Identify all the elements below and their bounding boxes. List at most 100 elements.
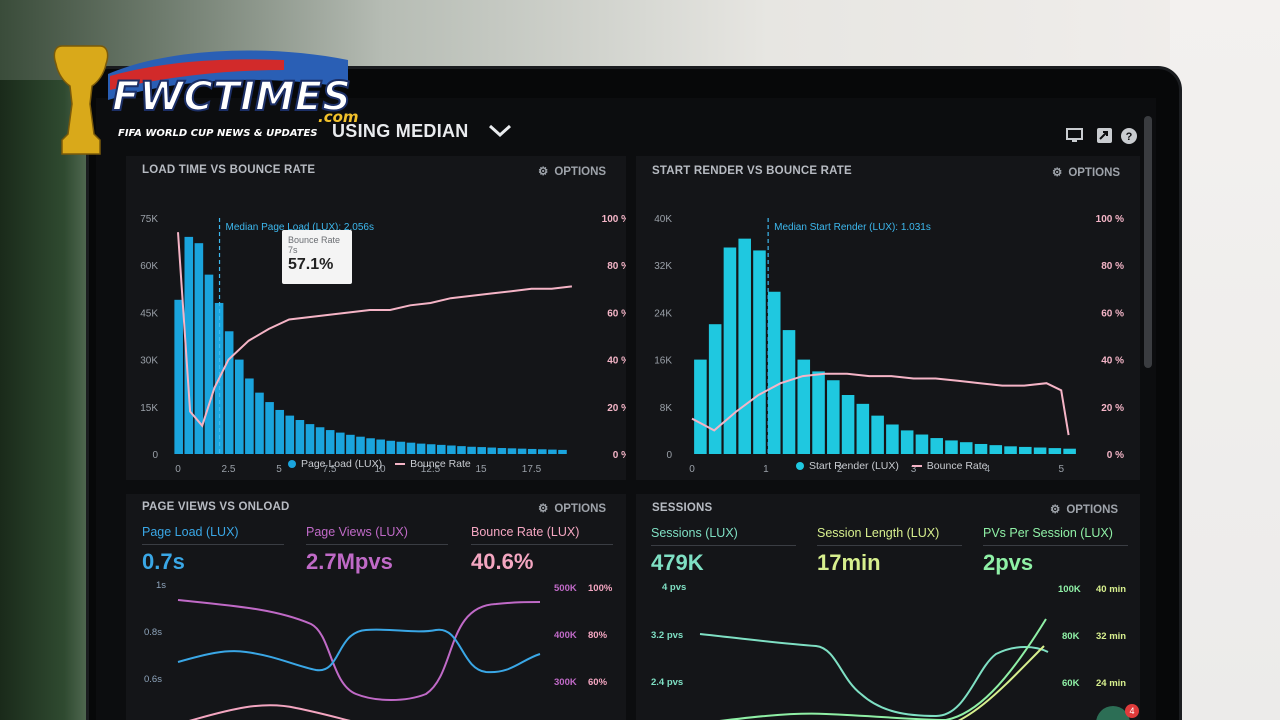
metric-value: 0.7s <box>142 549 185 574</box>
bar <box>738 238 751 454</box>
bar <box>265 402 274 454</box>
bar <box>194 243 204 454</box>
bar <box>335 432 345 454</box>
bar <box>841 395 855 454</box>
bar <box>325 430 335 454</box>
chart-legend: Page Load (LUX) Bounce Rate <box>288 458 471 470</box>
bar <box>871 415 884 454</box>
bar <box>900 430 914 454</box>
metric-label: Sessions (LUX) <box>651 526 738 540</box>
bar <box>856 403 870 454</box>
bar <box>723 247 737 454</box>
help-icon[interactable]: ? <box>1120 128 1137 144</box>
bar <box>886 424 899 454</box>
bar <box>708 324 722 454</box>
panel-title: START RENDER VS BOUNCE RATE <box>652 165 852 177</box>
page-views-panel: PAGE VIEWS VS ONLOAD ⚙ OPTIONS Page Load … <box>126 494 626 720</box>
bar <box>245 378 254 454</box>
bar <box>436 444 446 454</box>
metric-label: Bounce Rate (LUX) <box>471 525 580 539</box>
bar <box>497 448 507 454</box>
bar <box>184 236 194 454</box>
bar <box>959 442 973 454</box>
axis-tick: 80% <box>588 630 608 641</box>
options-button[interactable]: ⚙ OPTIONS <box>1050 502 1118 516</box>
bar <box>827 380 840 454</box>
svg-text:?: ? <box>1125 131 1132 143</box>
bar <box>753 250 766 454</box>
page-views-line <box>177 599 541 701</box>
bar <box>782 330 796 454</box>
axis-tick: 60% <box>588 677 608 688</box>
x-axis-tick: 12.5 <box>421 464 441 472</box>
start-render-chart: 40K 100 % 32K 80 % 24K 60 % 16K 40 % 8K 20 % 0 0 % 0… <box>654 214 1124 472</box>
legend-series-2: Bounce Rate <box>410 458 471 470</box>
monitor-icon[interactable] <box>1066 128 1083 143</box>
share-icon[interactable] <box>1096 128 1113 143</box>
bar <box>915 434 929 454</box>
y2-axis-tick: 40 % <box>607 356 626 367</box>
legend-series-1: Start Render (LUX) <box>809 460 899 472</box>
metric-label: PVs Per Session (LUX) <box>983 526 1113 540</box>
bar <box>1063 448 1076 454</box>
options-button[interactable]: ⚙ OPTIONS <box>538 501 606 515</box>
axis-tick: 32 min <box>1096 631 1127 642</box>
dashboard-screen: USING MEDIAN ? LOAD TIME VS BOUNCE RATE … <box>96 98 1156 720</box>
legend-line <box>395 463 406 466</box>
options-label: OPTIONS <box>1068 167 1121 179</box>
bounce-rate-line <box>188 704 351 720</box>
bar <box>812 371 825 454</box>
axis-tick: 3.2 pvs <box>651 630 684 641</box>
axis-tick: 60K <box>1062 678 1080 689</box>
y2-axis-tick: 20 % <box>607 403 626 414</box>
y-axis-tick: 60K <box>140 261 158 272</box>
bar <box>315 427 325 454</box>
notification-badge: 4 <box>1125 704 1139 718</box>
bar <box>974 443 988 454</box>
bar <box>1019 446 1032 454</box>
scrollbar[interactable] <box>1144 116 1152 368</box>
metric-label: Page Load (LUX) <box>142 525 239 539</box>
bar <box>386 440 396 454</box>
y-axis-tick: 8K <box>660 403 673 414</box>
bar <box>416 443 426 454</box>
bar <box>457 446 466 454</box>
bar <box>558 449 567 454</box>
gear-icon: ⚙ <box>538 503 549 515</box>
axis-tick: 2.4 pvs <box>651 677 684 688</box>
bar <box>376 439 385 454</box>
chevron-down-icon[interactable] <box>488 122 512 144</box>
legend-series-2: Bounce Rate <box>926 460 988 472</box>
tooltip-value: 57.1% <box>288 256 334 273</box>
bounce-rate-line <box>177 232 573 428</box>
metric-divider <box>142 544 284 545</box>
y-axis-tick: 30K <box>140 356 158 367</box>
sessions-panel: SESSIONS ⚙ OPTIONS Sessions (LUX) 479K Se… <box>636 494 1140 720</box>
metric-label: Session Length (LUX) <box>817 526 940 540</box>
bounce-rate-tooltip: Bounce Rate 7s 57.1% <box>282 230 352 284</box>
page-views-chart <box>177 599 541 720</box>
y2-axis-tick: 100 % <box>602 214 626 225</box>
bar <box>174 299 183 454</box>
bar <box>255 392 264 454</box>
axis-tick: 400K <box>554 630 577 641</box>
y2-axis-tick: 80 % <box>1101 261 1124 272</box>
bar <box>356 436 365 454</box>
y2-axis-tick: 80 % <box>607 261 626 272</box>
gear-icon: ⚙ <box>1052 167 1063 179</box>
y-axis-tick: 32K <box>654 261 672 272</box>
options-label: OPTIONS <box>1066 504 1119 516</box>
session-length-line <box>957 645 1045 720</box>
legend-dot <box>288 460 296 469</box>
logo-brand: FWCTIMES <box>112 74 351 120</box>
sessions-chart <box>699 618 1049 720</box>
bar <box>797 359 811 454</box>
options-button[interactable]: ⚙ OPTIONS <box>538 164 606 178</box>
metric-value: 40.6% <box>471 549 534 574</box>
chat-button[interactable] <box>1096 706 1130 720</box>
options-button[interactable]: ⚙ OPTIONS <box>1052 165 1120 179</box>
chart-legend: Start Render (LUX) Bounce Rate <box>796 460 988 472</box>
x-axis-tick: 2.5 <box>222 464 236 472</box>
y2-axis-tick: 0 % <box>613 450 626 461</box>
bar <box>426 444 436 454</box>
